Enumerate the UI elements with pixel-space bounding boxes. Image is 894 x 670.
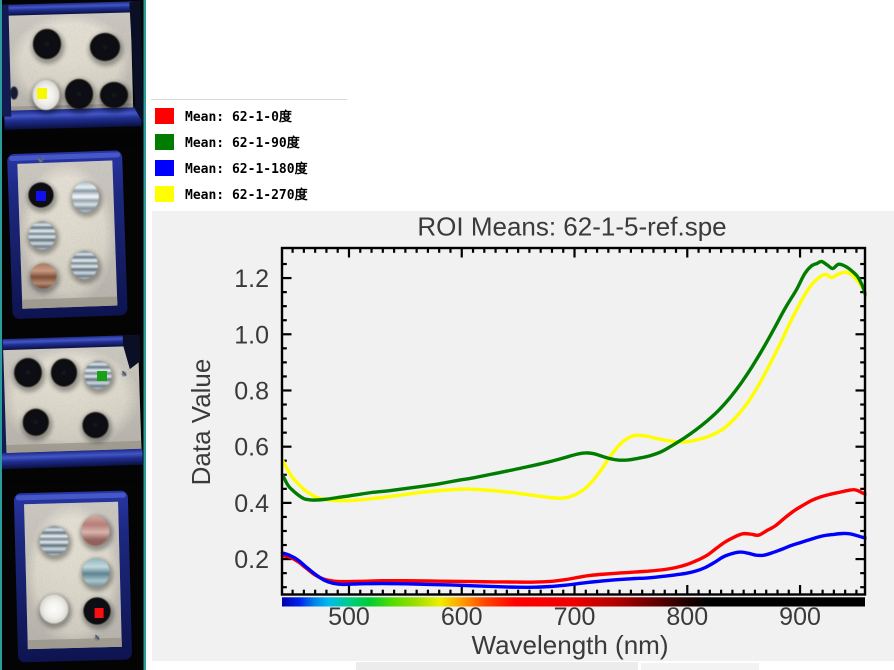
sample-disc-copperPink: [81, 515, 110, 546]
sample-disc-metal: [72, 182, 99, 212]
legend-label: Mean: 62-1-90度: [185, 136, 300, 151]
roi-marker: [37, 88, 47, 99]
plot-window: 500 600 700 800 900 0.2 0.4 0.6 0.8 1.0 1.2 ROI Me…: [152, 211, 894, 661]
sample-view-270deg[interactable]: [0, 482, 146, 670]
curve-0: [280, 487, 867, 584]
legend-color-swatch: [155, 159, 174, 176]
legend-color-swatch: [155, 185, 174, 202]
sample-disc-black: [14, 358, 42, 388]
roi-marker: [36, 191, 46, 201]
sample-disc-metalStriped: [28, 221, 56, 250]
spectral-curves: [280, 259, 867, 589]
legend-item-3: Mean: 62-1-270度: [155, 185, 347, 203]
curve-2: [280, 259, 867, 502]
y-tick-label: 0.2: [234, 546, 269, 574]
sample-view-0deg[interactable]: [0, 0, 146, 131]
sample-disc-black: [51, 358, 77, 387]
legend-label: Mean: 62-1-180度: [185, 162, 308, 177]
wavelength-spectrum-bar: [282, 597, 865, 607]
sample-disc-copper: [30, 263, 57, 289]
sample-disc-tealMetal: [82, 558, 110, 587]
sample-image-strip[interactable]: [0, 0, 146, 670]
x-axis-label: Wavelength (nm): [472, 630, 669, 660]
sample-disc-metalStriped: [71, 251, 98, 279]
legend-color-swatch: [155, 133, 174, 150]
legend-color-swatch: [155, 107, 174, 124]
legend-item-2: Mean: 62-1-180度: [155, 159, 347, 177]
legend-label: Mean: 62-1-270度: [185, 188, 308, 203]
roi-legend: Mean: 62-1-0度 Mean: 62-1-90度 Mean: 62-1-18…: [151, 99, 347, 215]
y-tick-label: 1.0: [234, 321, 269, 349]
sample-disc-black: [33, 29, 61, 59]
sample-photos[interactable]: [0, 0, 146, 670]
sample-disc-black: [100, 82, 128, 108]
background-window-edge-2: [641, 663, 759, 670]
legend-item-0: Mean: 62-1-0度: [155, 107, 347, 125]
roi-marker: [94, 608, 104, 618]
background-window-edge: [356, 662, 638, 670]
axis-ticks: [282, 248, 865, 595]
image-window-border-right: [143, 0, 146, 670]
sample-disc-black: [82, 412, 109, 439]
plot-title: ROI Means: 62-1-5-ref.spe: [417, 212, 726, 242]
legend-label: Mean: 62-1-0度: [185, 110, 292, 125]
x-tick-label: 700: [554, 603, 596, 631]
plot-axes-box: [280, 246, 867, 596]
curve-3: [280, 270, 867, 503]
x-tick-label: 500: [328, 603, 370, 631]
sample-view-180deg[interactable]: [0, 333, 146, 480]
sample-disc-black: [22, 408, 49, 436]
sample-disc-black: [65, 79, 93, 109]
y-tick-label: 1.2: [234, 265, 269, 293]
y-tick-label: 0.4: [234, 490, 269, 518]
sample-disc-metalStriped: [39, 526, 69, 556]
x-tick-label: 900: [779, 603, 821, 631]
y-axis-label: Data Value: [186, 359, 216, 486]
x-tick-label: 600: [441, 603, 483, 631]
curve-1: [280, 531, 867, 589]
legend-item-1: Mean: 62-1-90度: [155, 133, 347, 151]
sample-disc-white: [39, 594, 69, 624]
sample-disc-black: [90, 33, 120, 61]
x-tick-label: 800: [666, 603, 708, 631]
sample-view-90deg[interactable]: [0, 146, 146, 331]
y-tick-label: 0.8: [234, 377, 269, 405]
image-window-border-left: [0, 0, 2, 670]
spectral-plot-canvas[interactable]: 500 600 700 800 900 0.2 0.4 0.6 0.8 1.0 1.2 ROI Me…: [152, 211, 894, 661]
roi-marker: [97, 371, 107, 381]
y-tick-label: 0.6: [234, 434, 269, 462]
